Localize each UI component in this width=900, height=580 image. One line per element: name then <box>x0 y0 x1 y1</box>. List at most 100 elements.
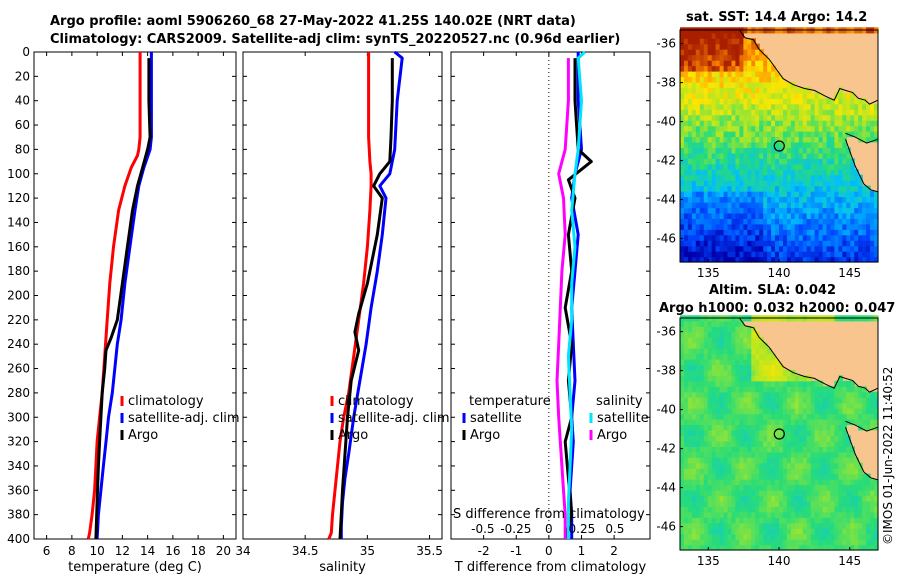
sst-map-cell <box>735 141 740 148</box>
sla-map-cell <box>862 397 867 404</box>
sst-map-cell <box>830 196 836 203</box>
sla-map-argo-marker <box>773 428 785 440</box>
sst-map-cell <box>695 81 701 88</box>
sla-map-cell <box>707 364 713 371</box>
sla-map-cell <box>723 539 729 546</box>
sst-map-cell <box>684 54 689 61</box>
sst-map-cell <box>723 191 729 198</box>
sla-map-cell <box>727 364 733 371</box>
sla-map-cell <box>755 435 760 442</box>
sla-map-cell <box>834 506 839 513</box>
sst-map-cell <box>779 223 784 230</box>
sst-map-cell <box>850 120 855 127</box>
sst-map-cell <box>751 152 756 159</box>
sla-map-cell <box>739 424 744 431</box>
sla-map-cell <box>786 517 792 524</box>
sst-map-cell <box>842 125 847 132</box>
sst-map-cell <box>751 38 756 45</box>
sst-map-cell <box>779 185 784 192</box>
sla-map-cell <box>846 495 851 502</box>
sst-map-cell <box>747 38 752 45</box>
sla-map-cell <box>715 364 721 371</box>
sla-map-cell <box>826 419 832 426</box>
sla-map-cell <box>751 500 756 507</box>
sst-map-cell <box>707 60 713 67</box>
sst-map-cell <box>830 131 836 138</box>
sla-map-cell <box>695 429 701 436</box>
sst-map-cell <box>743 152 748 159</box>
sla-map-cell <box>862 413 867 420</box>
sst-map-cell <box>767 229 772 236</box>
sst-map-cell <box>751 81 756 88</box>
sst-map-cell <box>794 229 800 236</box>
sst-map-cell <box>790 114 796 121</box>
sla-map-cell <box>862 511 867 518</box>
sst-map-cell <box>798 245 804 252</box>
sst-map-cell <box>783 136 788 143</box>
sla-map-cell <box>798 402 804 409</box>
sst-map-cell <box>735 234 740 241</box>
sla-map-cell <box>798 435 804 442</box>
sst-map-cell <box>695 152 701 159</box>
sla-map-cell <box>810 484 816 491</box>
depth-tick-label: 40 <box>15 94 30 108</box>
sst-map-cell <box>866 125 871 132</box>
sst-map-cell <box>695 120 701 127</box>
sla-map-cell <box>747 479 752 486</box>
sst-map-cell <box>747 191 752 198</box>
sla-map-cell <box>802 506 808 513</box>
sst-map-cell <box>763 98 768 105</box>
sst-map-cell <box>810 196 816 203</box>
sst-map-cell <box>739 229 744 236</box>
sst-map-cell <box>771 76 776 83</box>
sla-map-cell <box>759 511 764 518</box>
sla-map-cell <box>826 479 832 486</box>
sla-map-cell <box>806 397 812 404</box>
sst-map-cell <box>691 65 697 72</box>
sla-map-cell <box>707 369 713 376</box>
sst-map-cell <box>743 103 748 110</box>
sla-map-cell <box>790 522 796 529</box>
sst-map-cell <box>850 191 855 198</box>
sla-map-cell <box>727 429 733 436</box>
sst-map-cell <box>699 125 705 132</box>
sla-map-cell <box>842 402 847 409</box>
sst-map-cell <box>707 147 713 154</box>
sst-map-cell <box>802 256 808 263</box>
sla-map-cell <box>775 391 780 398</box>
sst-map-cell <box>687 251 693 258</box>
sla-map-cell <box>747 397 752 404</box>
sst-map-cell <box>739 32 744 39</box>
sla-map-cell <box>684 479 689 486</box>
sst-map-cell <box>854 202 859 209</box>
sst-map-cell <box>707 141 713 148</box>
sla-map-cell <box>715 440 721 447</box>
sst-map-cell <box>826 109 832 116</box>
sla-map-cell <box>711 435 717 442</box>
sst-map-cell <box>858 251 863 258</box>
sst-map-cell <box>703 251 709 258</box>
sla-map-cell <box>715 511 721 518</box>
sst-map-cell <box>763 180 768 187</box>
sla-map-cell <box>707 348 713 355</box>
sst-map-cell <box>806 218 812 225</box>
sst-map-cell <box>790 158 796 165</box>
sla-map-cell <box>822 397 828 404</box>
sla-map-cell <box>687 331 693 338</box>
sla-map-cell <box>680 342 685 349</box>
sst-map-cell <box>695 207 701 214</box>
sst-map-cell <box>763 191 768 198</box>
sla-map-cell <box>731 348 737 355</box>
sla-map-cell <box>731 451 737 458</box>
sst-map-cell <box>802 174 808 181</box>
sst-map-cell <box>783 256 788 263</box>
sst-map-cell <box>687 125 693 132</box>
sla-map-cell <box>798 419 804 426</box>
sst-map-cell <box>739 120 744 127</box>
sla-map-cell <box>763 435 768 442</box>
sst-map-cell <box>695 202 701 209</box>
sst-map-cell <box>818 163 824 170</box>
sst-map-cell <box>735 125 740 132</box>
sla-map-cell <box>842 446 847 453</box>
sst-map-cell <box>699 38 705 45</box>
